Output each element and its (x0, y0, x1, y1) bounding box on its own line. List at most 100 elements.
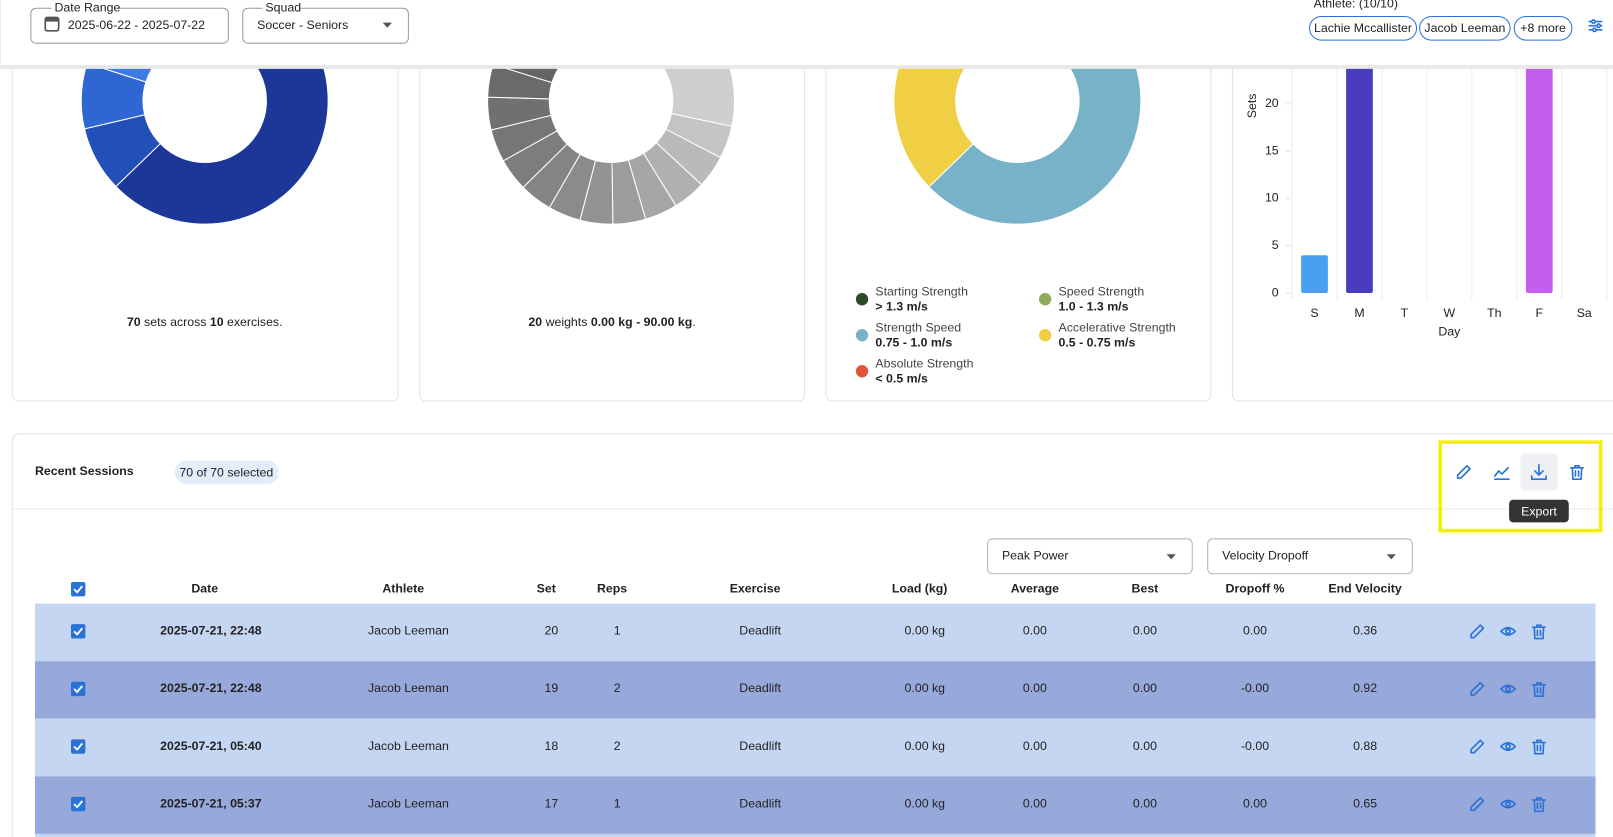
table-row (34, 833, 1596, 837)
edit-button[interactable] (1456, 464, 1471, 479)
row-view[interactable] (1500, 742, 1517, 751)
date-range-field[interactable] (30, 7, 229, 44)
icon (1500, 742, 1517, 751)
range: 0.00 kg - 90.00 kg (591, 315, 692, 329)
icon (1470, 739, 1485, 754)
chart-button[interactable] (1493, 467, 1510, 480)
checkmark (73, 685, 84, 694)
text: exercises. (227, 315, 283, 329)
delete-button[interactable] (1570, 464, 1584, 480)
text: sets across (144, 315, 206, 329)
table-cell: 2 (614, 739, 621, 753)
filter-settings-button[interactable] (1588, 19, 1603, 33)
legend-swatch (855, 365, 869, 378)
column-header: Best (1132, 581, 1159, 595)
table-cell: 2025-07-21, 22:48 (160, 681, 262, 695)
squad-select[interactable] (242, 7, 409, 44)
label-bg (262, 2, 300, 15)
bar (1525, 0, 1553, 294)
y-axis-label: Sets (1245, 94, 1259, 119)
dropdown-arrow (382, 22, 392, 28)
legend-range: 0.75 - 1.0 m/s (875, 336, 952, 350)
table-cell: Deadlift (739, 681, 781, 695)
row-delete[interactable] (1531, 739, 1546, 755)
checkbox[interactable] (70, 581, 86, 597)
row-view[interactable] (1500, 626, 1517, 636)
checkmark (73, 585, 84, 594)
x-tick-label: Sa (1577, 306, 1592, 320)
metric-select[interactable] (987, 538, 1193, 575)
row-edit[interactable] (1470, 797, 1485, 812)
y-tick-label: 10 (1265, 191, 1279, 205)
selection-chip (174, 460, 279, 485)
select-value: Velocity Dropoff (1222, 549, 1309, 563)
table-cell: -0.00 (1241, 739, 1269, 753)
x-tick-label: W (1444, 306, 1456, 320)
athlete-chip[interactable] (1419, 15, 1511, 41)
label-bg (51, 2, 118, 15)
column-header: Date (191, 581, 218, 595)
athlete-chip[interactable] (1309, 15, 1418, 41)
tooltip-text: Export (1521, 504, 1557, 518)
header-shadow (0, 65, 1613, 69)
table-cell: 17 (545, 796, 559, 810)
export-button[interactable] (1530, 463, 1547, 480)
row-delete[interactable] (1531, 797, 1546, 813)
table-cell: 2025-07-21, 05:37 (160, 796, 262, 810)
icon (1531, 797, 1546, 813)
icon (1531, 739, 1546, 755)
row-delete[interactable] (1531, 624, 1546, 640)
column-header: End Velocity (1328, 581, 1401, 595)
table-cell: 0.36 (1353, 624, 1377, 638)
table-cell: 2025-07-21, 05:40 (160, 739, 262, 753)
count: 20 (528, 315, 542, 329)
count: 70 (127, 315, 141, 329)
checkmark (73, 627, 84, 636)
table-row[interactable] (34, 603, 1596, 662)
table-cell: 0.00 (1243, 796, 1267, 810)
athlete-chip[interactable] (1513, 15, 1573, 41)
column-header: Exercise (730, 581, 781, 595)
chip-label: Jacob Leeman (1424, 21, 1505, 35)
table-cell: 0.00 (1023, 681, 1047, 695)
row-delete[interactable] (1531, 681, 1546, 697)
row-edit[interactable] (1470, 624, 1485, 639)
column-header: Dropoff % (1226, 581, 1285, 595)
dropdown-arrow (1386, 554, 1396, 560)
icon (1500, 626, 1517, 636)
chip-label: +8 more (1520, 21, 1566, 35)
x-axis-label: Day (1438, 324, 1461, 338)
chip-label: Lachie Mccallister (1314, 21, 1412, 35)
table-cell: 1 (614, 624, 621, 638)
row-edit[interactable] (1470, 739, 1485, 754)
table-cell: 0.00 kg (905, 624, 946, 638)
y-tick-label: 20 (1265, 96, 1279, 110)
row-view[interactable] (1500, 684, 1517, 694)
checkbox[interactable] (70, 739, 86, 754)
checkbox[interactable] (70, 681, 86, 697)
checkbox[interactable] (70, 796, 86, 812)
column-header: Athlete (382, 581, 424, 595)
legend-label: Speed Strength (1059, 284, 1145, 298)
table-cell: 0.00 (1133, 624, 1157, 638)
table-cell: 0.00 (1133, 739, 1157, 753)
legend-label: Accelerative Strength (1059, 320, 1176, 334)
column-header: Reps (597, 581, 627, 595)
checkbox[interactable] (70, 624, 86, 639)
table-row[interactable] (34, 661, 1596, 719)
row-view[interactable] (1500, 799, 1517, 809)
y-tick-label: 5 (1272, 238, 1279, 252)
legend-swatch (855, 293, 869, 306)
metric-select[interactable] (1207, 538, 1413, 575)
table-cell: 0.65 (1353, 796, 1377, 810)
table-cell: 0.00 kg (905, 739, 946, 753)
row-edit[interactable] (1470, 681, 1485, 696)
table-cell: 0.00 kg (905, 796, 946, 810)
table-cell: 0.00 (1023, 796, 1047, 810)
dropdown-arrow (1166, 554, 1176, 560)
table-row[interactable] (34, 776, 1596, 834)
table: Date Athlete Set Reps Exercise Load (kg) Avera… (34, 581, 1596, 837)
table-row[interactable] (34, 718, 1596, 777)
chip-label: 70 of 70 selected (179, 465, 273, 479)
tooltip (1509, 499, 1569, 523)
